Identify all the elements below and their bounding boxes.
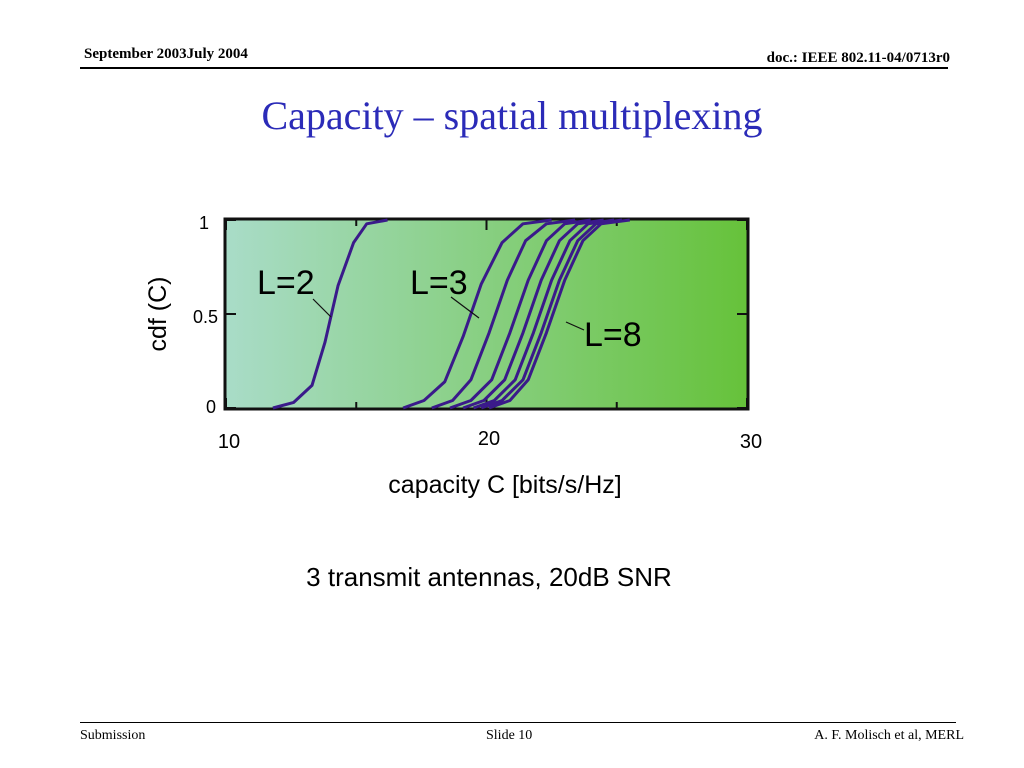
cdf-curve-3 <box>431 218 576 410</box>
x-axis-label: capacity C [bits/s/Hz] <box>388 471 621 499</box>
x-tick-10: 10 <box>218 431 240 453</box>
annotation-l3: L=3 <box>410 264 468 302</box>
footer-submission: Submission <box>80 728 146 743</box>
axis-ticks <box>225 219 748 409</box>
leader-l8 <box>565 321 585 331</box>
annotation-leaders <box>312 296 585 331</box>
cdf-curves <box>272 218 630 410</box>
plot-area <box>223 217 750 411</box>
cdf-curve-6 <box>472 218 615 410</box>
cdf-curve-8 <box>488 218 630 410</box>
leader-l2 <box>312 298 332 318</box>
footer-divider <box>80 722 956 723</box>
cdf-curve-1 <box>272 218 388 410</box>
footer-slide-number: Slide 10 <box>486 728 533 743</box>
y-tick-1: 1 <box>199 213 209 233</box>
cdf-curve-7 <box>480 218 623 410</box>
slide-caption: 3 transmit antennas, 20dB SNR <box>306 562 672 592</box>
header-doc-id: doc.: IEEE 802.11-04/0713r0 <box>766 50 950 66</box>
cdf-curve-5 <box>462 218 604 410</box>
slide-title: Capacity – spatial multiplexing <box>261 93 763 138</box>
axis-labels: 1 0.5 0 10 20 30 capacity C [bits/s/Hz] … <box>144 213 762 499</box>
y-tick-0: 0 <box>206 397 216 417</box>
cdf-curve-2 <box>402 218 552 410</box>
x-tick-30: 30 <box>740 431 762 453</box>
x-tick-20: 20 <box>478 428 500 450</box>
header-date: September 2003July 2004 <box>84 46 248 62</box>
annotation-l8: L=8 <box>584 316 642 354</box>
annotation-l2: L=2 <box>257 264 315 302</box>
y-axis-label: cdf (C) <box>144 277 172 352</box>
cdf-curve-4 <box>449 218 591 410</box>
header-divider <box>80 67 948 69</box>
leader-l3 <box>450 296 480 319</box>
y-tick-0-5: 0.5 <box>193 307 218 327</box>
footer-author: A. F. Molisch et al, MERL <box>814 728 964 743</box>
